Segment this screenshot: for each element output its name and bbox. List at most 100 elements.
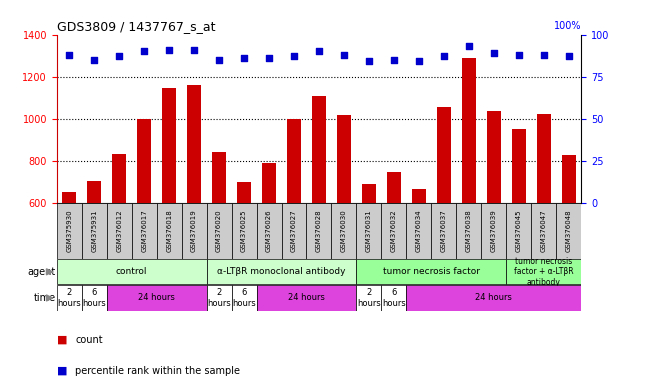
Bar [206, 259, 357, 285]
Point [189, 46, 200, 53]
Point [238, 55, 249, 61]
Point [64, 52, 75, 58]
Bar [257, 203, 281, 259]
Bar [456, 203, 481, 259]
Bar [362, 184, 376, 329]
Text: GDS3809 / 1437767_s_at: GDS3809 / 1437767_s_at [57, 20, 215, 33]
Text: GSM376026: GSM376026 [266, 209, 272, 252]
Point [339, 52, 349, 58]
Bar [387, 172, 401, 329]
Text: tumor necrosis factor: tumor necrosis factor [383, 267, 480, 276]
Bar [357, 285, 381, 311]
Text: count: count [75, 335, 103, 345]
Bar [357, 203, 381, 259]
Text: ■: ■ [57, 335, 67, 345]
Point [563, 53, 574, 60]
Bar [537, 114, 550, 329]
Bar [57, 285, 81, 311]
Point [413, 58, 424, 65]
Point [89, 57, 100, 63]
Text: percentile rank within the sample: percentile rank within the sample [75, 366, 240, 376]
Text: GSM376047: GSM376047 [540, 209, 546, 252]
Bar [287, 119, 301, 329]
Point [514, 52, 524, 58]
Bar [331, 203, 357, 259]
Text: 2
hours: 2 hours [207, 288, 231, 308]
Bar [232, 285, 257, 311]
Text: GSM376030: GSM376030 [341, 209, 347, 252]
Point [488, 50, 499, 56]
Text: 6
hours: 6 hours [382, 288, 405, 308]
Text: GSM376032: GSM376032 [391, 209, 397, 252]
Bar [307, 203, 331, 259]
Text: 6
hours: 6 hours [82, 288, 106, 308]
Point [139, 48, 150, 55]
Bar [312, 96, 326, 329]
Point [389, 57, 399, 63]
Point [464, 43, 474, 50]
Text: GSM376039: GSM376039 [491, 209, 497, 252]
Point [164, 46, 174, 53]
Text: GSM375930: GSM375930 [66, 209, 72, 252]
Bar [81, 203, 107, 259]
Text: GSM376034: GSM376034 [416, 209, 422, 252]
Bar [138, 119, 151, 329]
Text: agent: agent [27, 267, 55, 277]
Bar [357, 259, 506, 285]
Point [363, 58, 374, 65]
Text: time: time [33, 293, 55, 303]
Text: tumor necrosis
factor + α-LTβR
antibody: tumor necrosis factor + α-LTβR antibody [514, 257, 574, 287]
Text: 2
hours: 2 hours [357, 288, 381, 308]
Bar [481, 203, 506, 259]
Text: 24 hours: 24 hours [476, 293, 512, 303]
Bar [57, 259, 206, 285]
Bar [432, 203, 456, 259]
Bar [281, 203, 307, 259]
Text: 2
hours: 2 hours [57, 288, 81, 308]
Bar [406, 285, 581, 311]
Text: GSM376020: GSM376020 [216, 209, 222, 252]
Bar [206, 203, 232, 259]
Bar [206, 285, 232, 311]
Bar [462, 58, 476, 329]
Text: GSM376028: GSM376028 [316, 209, 322, 252]
Bar [556, 203, 581, 259]
Bar [112, 154, 126, 329]
Point [289, 53, 299, 60]
Bar [81, 285, 107, 311]
Point [114, 53, 124, 60]
Bar [162, 88, 176, 329]
Text: GSM376031: GSM376031 [366, 209, 372, 252]
Point [538, 52, 549, 58]
Bar [187, 85, 201, 329]
Text: α-LTβR monoclonal antibody: α-LTβR monoclonal antibody [217, 267, 346, 276]
Bar [381, 203, 406, 259]
Bar [506, 203, 531, 259]
Bar [107, 285, 206, 311]
Text: GSM376045: GSM376045 [516, 209, 522, 252]
Bar [237, 182, 251, 329]
Text: GSM376037: GSM376037 [441, 209, 447, 252]
Bar [512, 129, 526, 329]
Text: 100%: 100% [554, 21, 581, 31]
Text: GSM376038: GSM376038 [466, 209, 472, 252]
Text: GSM376048: GSM376048 [566, 209, 572, 252]
Bar [381, 285, 406, 311]
Text: 24 hours: 24 hours [288, 293, 325, 303]
Text: GSM376027: GSM376027 [291, 209, 297, 252]
Point [438, 53, 449, 60]
Point [264, 55, 275, 61]
Text: GSM376017: GSM376017 [141, 209, 147, 252]
Bar [437, 107, 451, 329]
Point [314, 48, 325, 55]
Bar [88, 180, 101, 329]
Bar [506, 259, 581, 285]
Bar [132, 203, 157, 259]
Bar [157, 203, 182, 259]
Text: control: control [116, 267, 148, 276]
Bar [182, 203, 206, 259]
Bar [232, 203, 257, 259]
Text: GSM376012: GSM376012 [116, 209, 122, 252]
Bar [262, 163, 276, 329]
Bar [406, 203, 432, 259]
